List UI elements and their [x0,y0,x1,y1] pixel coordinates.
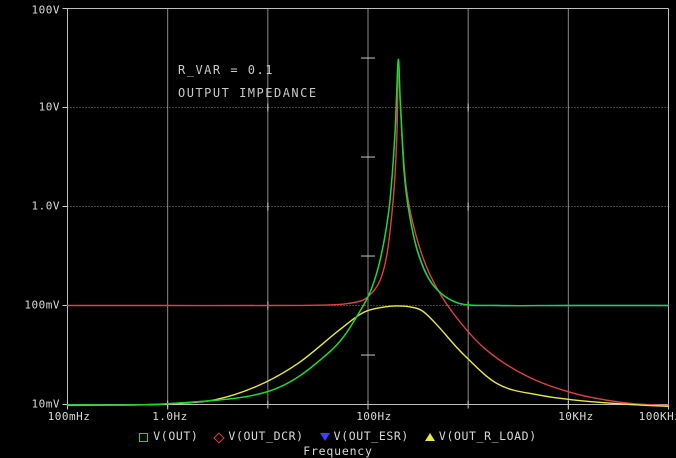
square-marker-icon [139,432,149,442]
y-tick-label-10V: 10V [38,100,60,114]
x-tick-label-100KHz: 100KHz [638,410,676,423]
legend-item-v-out[interactable]: V(OUT) [139,429,198,443]
x-tick-label-100mHz: 100mHz [47,410,91,423]
legend-label-v-out: V(OUT) [153,429,199,443]
x-tick-label-100Hz: 100Hz [356,410,392,423]
legend-label-v-out-r-load: V(OUT_R_LOAD) [438,429,537,443]
series-line-v-out [66,58,670,406]
legend: V(OUT) V(OUT_DCR) V(OUT_ESR) V(OUT_R_LOA… [0,428,676,444]
legend-item-v-out-esr[interactable]: V(OUT_ESR) [319,429,409,443]
annotation-line-2: OUTPUT IMPEDANCE [178,86,318,100]
x-axis-title: Frequency [303,444,373,458]
y-tick-label-100V: 100V [31,3,60,17]
triangle-down-marker-icon [319,432,330,441]
annotation-line-1: R_VAR = 0.1 [178,63,274,77]
y-tick-label-100mV: 100mV [24,298,60,312]
triangle-up-marker-icon [424,432,435,441]
y-tick-label-1.0V: 1.0V [31,199,60,213]
x-tick-label-10KHz: 10KHz [558,410,594,423]
legend-label-v-out-dcr: V(OUT_DCR) [228,429,304,443]
x-tick-label-1.0Hz: 1.0Hz [152,410,188,423]
legend-item-v-out-r-load[interactable]: V(OUT_R_LOAD) [424,429,537,443]
legend-label-v-out-esr: V(OUT_ESR) [333,429,409,443]
diamond-marker-icon [213,431,226,444]
legend-item-v-out-dcr[interactable]: V(OUT_DCR) [213,429,304,444]
series-line-v-out-r-load [66,305,670,407]
y-tick-label-10mV: 10mV [31,397,60,411]
